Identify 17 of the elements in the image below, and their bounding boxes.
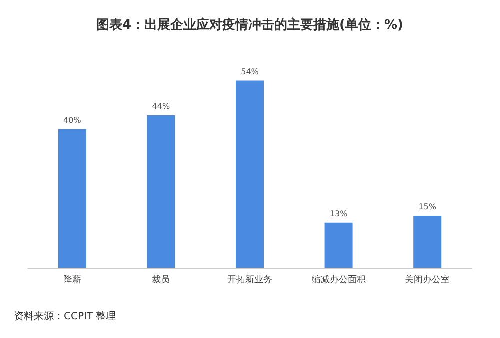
x-tick-label: 缩减办公面积 — [312, 274, 366, 286]
bar — [147, 115, 176, 268]
x-tick-label: 关闭办公室 — [405, 274, 450, 286]
x-tick-label: 降薪 — [63, 274, 82, 286]
bar — [236, 80, 264, 268]
data-label: 13% — [330, 209, 348, 218]
bar — [414, 216, 442, 268]
data-label: 15% — [418, 202, 437, 212]
bar — [324, 222, 353, 268]
x-tick-label: 开拓新业务 — [228, 274, 272, 286]
data-label: 40% — [64, 116, 82, 125]
text: 资料来源：CCPIT 整理 — [14, 310, 116, 322]
chart-title: 图表4：出展企业应对疫情冲击的主要措施(单位：%) — [96, 17, 404, 33]
x-tick-label: 裁员 — [152, 274, 170, 286]
data-label: 44% — [152, 102, 170, 111]
bar — [58, 129, 86, 268]
data-label: 54% — [241, 67, 260, 76]
